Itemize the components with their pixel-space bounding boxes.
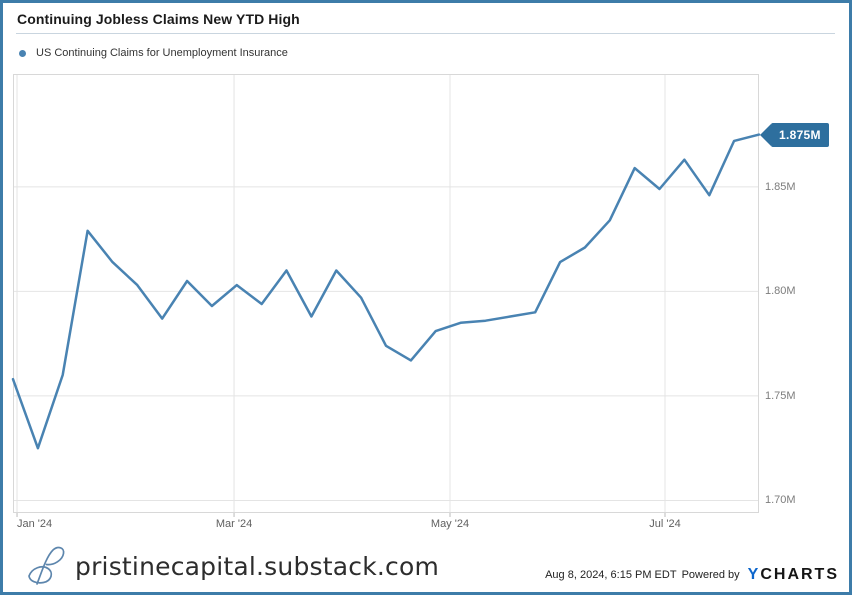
pristine-capital-logo-icon xyxy=(28,546,65,585)
ycharts-logo-rest: CHARTS xyxy=(760,566,839,583)
x-axis-tick-label: Jan '24 xyxy=(17,518,53,530)
ycharts-logo: YCHARTS xyxy=(748,566,839,584)
ycharts-logo-y: Y xyxy=(747,566,761,583)
footer-domain-text: pristinecapital.substack.com xyxy=(75,551,440,581)
footer-attribution: Aug 8, 2024, 6:15 PM EDT Powered by YCHA… xyxy=(545,566,839,584)
last-value-badge: 1.875M xyxy=(771,122,829,147)
title-divider xyxy=(16,33,835,34)
line-chart-svg xyxy=(11,74,761,517)
series-marker-icon xyxy=(19,49,26,57)
last-value-text: 1.875M xyxy=(779,127,821,142)
y-axis-tick-label: 1.80M xyxy=(765,285,796,298)
powered-by-label: Powered by xyxy=(681,569,740,581)
x-axis-tick-label: May '24 xyxy=(430,518,470,530)
series-label: US Continuing Claims for Unemployment In… xyxy=(36,47,288,59)
y-axis-tick-label: 1.70M xyxy=(765,494,796,507)
y-axis-tick-label: 1.75M xyxy=(765,389,796,402)
x-axis-tick-label: Mar '24 xyxy=(215,518,253,530)
footer-branding: pristinecapital.substack.com xyxy=(25,543,439,589)
footer-timestamp: Aug 8, 2024, 6:15 PM EDT xyxy=(545,569,677,581)
x-axis-tick-label: Jul '24 xyxy=(649,518,681,530)
legend: US Continuing Claims for Unemployment In… xyxy=(17,47,288,59)
chart-title: Continuing Jobless Claims New YTD High xyxy=(17,11,300,27)
y-axis-tick-label: 1.85M xyxy=(765,180,796,193)
plot-area xyxy=(11,74,761,517)
